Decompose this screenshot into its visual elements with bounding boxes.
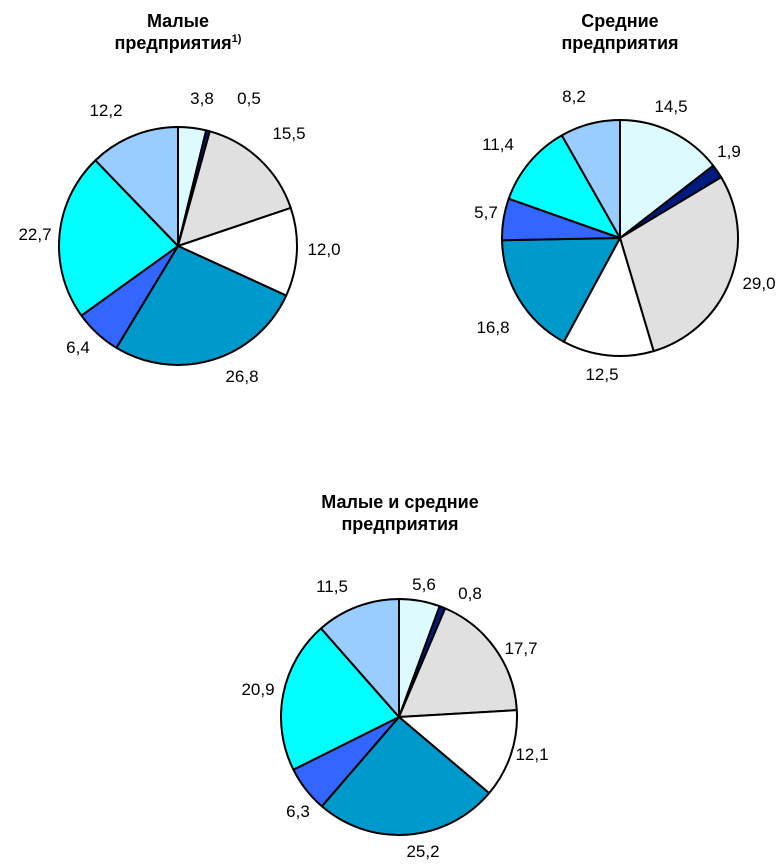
data-label-sme-8: 11,5 bbox=[316, 577, 348, 596]
data-label-sme-4: 12,1 bbox=[515, 745, 548, 764]
pie-slice-small-4 bbox=[177, 206, 298, 297]
data-label-small-1: 3,8 bbox=[190, 89, 214, 108]
data-label-small-5: 26,8 bbox=[225, 367, 258, 386]
pie-slice-small-5 bbox=[115, 245, 288, 366]
pie-slice-medium-7 bbox=[507, 134, 621, 239]
chart-title-small-line1: Малые bbox=[146, 11, 210, 31]
data-label-medium-2: 1,9 bbox=[717, 142, 741, 161]
data-label-small-6: 6,4 bbox=[66, 338, 90, 357]
pie-slice-small-8 bbox=[94, 126, 179, 247]
pie-medium-enterprises: 14,5 1,9 29,0 12,5 16,8 5,7 11,4 8,2 bbox=[474, 87, 775, 384]
pie-slice-sme-8 bbox=[320, 598, 400, 718]
data-label-medium-3: 29,0 bbox=[742, 274, 775, 293]
data-label-sme-6: 6,3 bbox=[286, 802, 310, 821]
chart-title-sme-line1: Малые и средние bbox=[321, 492, 479, 512]
data-label-sme-7: 20,9 bbox=[241, 680, 274, 699]
chart-title-medium-line1: Средние bbox=[581, 11, 659, 31]
pie-slice-medium-4 bbox=[562, 237, 655, 358]
data-label-small-3: 15,5 bbox=[272, 124, 305, 143]
pie-slice-medium-8 bbox=[560, 119, 621, 239]
footnote-mark: 1) bbox=[231, 33, 242, 45]
data-label-sme-5: 25,2 bbox=[406, 842, 439, 861]
chart-title-medium: Средние предприятия bbox=[510, 10, 730, 54]
pie-small-enterprises: 3,8 0,5 15,5 12,0 26,8 6,4 22,7 12,2 bbox=[18, 89, 340, 386]
data-label-medium-7: 11,4 bbox=[482, 135, 514, 154]
pie-slice-small-7 bbox=[58, 159, 179, 317]
data-label-small-4: 12,0 bbox=[307, 240, 340, 259]
pie-slice-sme-4 bbox=[398, 709, 518, 795]
pie-slice-medium-3 bbox=[619, 176, 739, 353]
data-label-medium-1: 14,5 bbox=[654, 97, 687, 116]
chart-title-small-line2: предприятия bbox=[114, 33, 232, 53]
pie-small-and-medium-enterprises: 5,6 0,8 17,7 12,1 25,2 6,3 20,9 11,5 bbox=[241, 575, 548, 861]
data-label-sme-2: 0,8 bbox=[458, 584, 482, 603]
chart-title-sme-line2: предприятия bbox=[341, 514, 459, 534]
data-label-medium-6: 5,7 bbox=[474, 203, 498, 222]
pie-slice-sme-5 bbox=[320, 716, 491, 836]
data-label-medium-8: 8,2 bbox=[562, 87, 586, 106]
pie-slice-sme-3 bbox=[398, 607, 518, 718]
data-label-sme-1: 5,6 bbox=[412, 575, 436, 594]
chart-title-sme: Малые и средние предприятия bbox=[270, 491, 530, 535]
data-label-medium-5: 16,8 bbox=[476, 318, 509, 337]
data-label-small-8: 12,2 bbox=[89, 101, 122, 120]
pie-slice-medium-5 bbox=[501, 237, 621, 343]
pie-slice-sme-7 bbox=[280, 627, 400, 771]
data-label-small-2: 0,5 bbox=[237, 89, 261, 108]
data-label-small-7: 22,7 bbox=[18, 225, 51, 244]
chart-title-medium-line2: предприятия bbox=[561, 33, 679, 53]
chart-title-small: Малые предприятия1) bbox=[68, 10, 288, 54]
pie-slice-medium-1 bbox=[619, 119, 715, 239]
data-label-medium-4: 12,5 bbox=[585, 365, 618, 384]
chart-title-small-line2-wrap: предприятия1) bbox=[68, 32, 288, 54]
data-label-sme-3: 17,7 bbox=[504, 639, 537, 658]
